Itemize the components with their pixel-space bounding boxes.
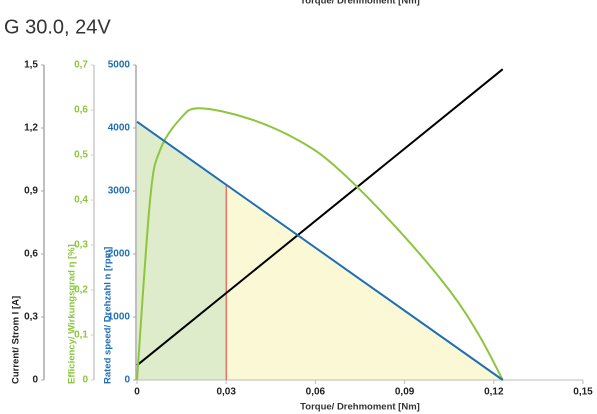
y-tick-label: 0 [82,375,88,386]
y-tick-label: 4000 [108,123,131,134]
y-tick-label: 0 [32,375,38,386]
x-tick-label: 0,09 [395,387,415,398]
y-tick-label: 3000 [108,186,131,197]
x-tick-label: 0,15 [573,387,593,398]
y-axis-title: Efficiency/ Wirkungsgrad η [%] [67,244,78,384]
chart-title: G 30.0, 24V [4,16,111,38]
x-tick-label: 0,03 [216,387,236,398]
y-tick-label: 1,5 [24,60,38,71]
y-tick-label: 0,3 [74,240,88,251]
series-line [136,107,504,381]
y-tick-label: 0,1 [74,330,88,341]
area-continuous [226,184,503,380]
y-tick-label: 0,6 [24,249,38,260]
y-tick-label: 0,5 [74,150,88,161]
y-tick-label: 0,4 [74,195,88,206]
y-axis-title: Current/ Strom I [A] [11,296,22,384]
y-tick-label: 0,6 [74,105,88,116]
y-axis-title: Rated speed/ Drehzahl n [rpm] [103,247,114,384]
x-tick-label: 0,06 [306,387,326,398]
y-tick-label: 0 [124,375,130,386]
y-tick-label: 0,3 [24,312,38,323]
area-startup [137,121,227,380]
y-tick-label: 0,7 [74,60,88,71]
y-tick-label: 0,9 [24,186,38,197]
y-tick-label: 1000 [108,312,131,323]
series-line [136,120,504,381]
x-tick-label: 0,12 [484,387,504,398]
x-axis-title: Torque/ Drehmoment [Nm] [300,402,420,413]
y-tick-label: 1,2 [24,123,38,134]
series-line [136,68,504,367]
y-tick-label: 5000 [108,60,131,71]
x-tick-label: 0 [134,387,140,398]
y-tick-label: 2000 [108,249,131,260]
y-tick-label: 0,2 [74,285,88,296]
top-label: Torque/ Drehmoment [Nm] [300,0,420,7]
